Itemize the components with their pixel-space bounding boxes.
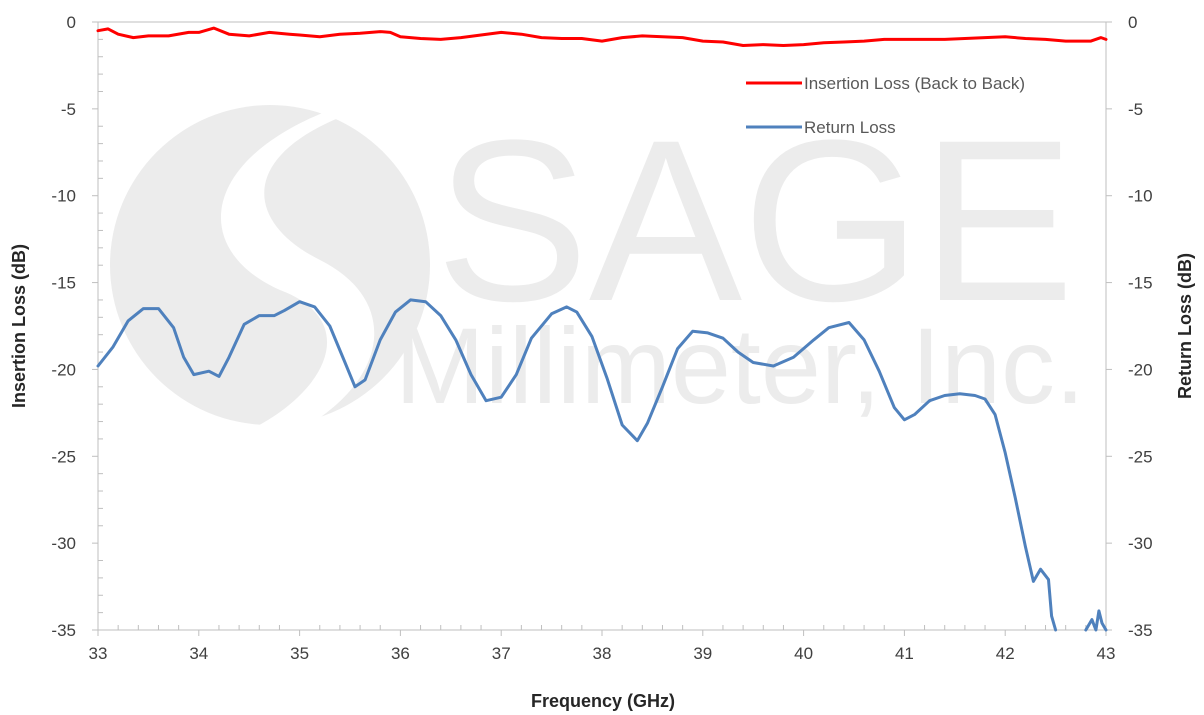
y2-tick-label: 0: [1128, 13, 1137, 32]
x-tick-label: 34: [189, 644, 208, 663]
x-tick-label: 36: [391, 644, 410, 663]
watermark: SAGE Millimeter, Inc.: [110, 92, 1085, 430]
x-tick-label: 37: [492, 644, 511, 663]
series-insertion-loss-line: [96, 26, 1108, 47]
y-tick-label: -25: [51, 447, 76, 466]
legend: Insertion Loss (Back to Back) Return Loss: [746, 74, 1025, 137]
axes: 33 34 35 36 37 38 39 40 41 42 43 0 -5 -10 -15 -20 -25 -30…: [51, 13, 1152, 663]
x-tick-label: 40: [794, 644, 813, 663]
x-axis-title: Frequency (GHz): [531, 691, 675, 711]
y-tick-label: -10: [51, 187, 76, 206]
y-tick-label: 0: [67, 13, 76, 32]
x-tick-label: 38: [593, 644, 612, 663]
y-tick-label: -20: [51, 360, 76, 379]
series-layer: [96, 26, 1108, 632]
watermark-company-text: Millimeter, Inc.: [395, 305, 1085, 426]
watermark-logo-swoosh: [220, 110, 375, 430]
y-tick-label: -35: [51, 621, 76, 640]
y-tick-label: -30: [51, 534, 76, 553]
x-tick-label: 43: [1097, 644, 1116, 663]
y2-tick-label: -25: [1128, 447, 1153, 466]
y2-tick-label: -10: [1128, 187, 1153, 206]
legend-label-0: Insertion Loss (Back to Back): [804, 74, 1025, 93]
legend-label-1: Return Loss: [804, 118, 896, 137]
watermark-brand-text: SAGE: [435, 92, 1074, 349]
y-axis-title: Insertion Loss (dB): [9, 244, 29, 408]
x-tick-label: 39: [693, 644, 712, 663]
y2-tick-label: -35: [1128, 621, 1153, 640]
y2-tick-label: -15: [1128, 274, 1153, 293]
y-tick-label: -5: [61, 100, 76, 119]
x-tick-label: 35: [290, 644, 309, 663]
x-tick-label: 33: [89, 644, 108, 663]
series-return-loss-line: [96, 298, 1058, 632]
y-tick-label: -15: [51, 274, 76, 293]
series-return-loss-line-segment-1: [1084, 609, 1108, 632]
x-tick-label: 42: [996, 644, 1015, 663]
y2-tick-label: -5: [1128, 100, 1143, 119]
y2-axis-title: Return Loss (dB): [1175, 253, 1195, 399]
x-tick-label: 41: [895, 644, 914, 663]
y2-tick-label: -30: [1128, 534, 1153, 553]
y2-tick-label: -20: [1128, 360, 1153, 379]
